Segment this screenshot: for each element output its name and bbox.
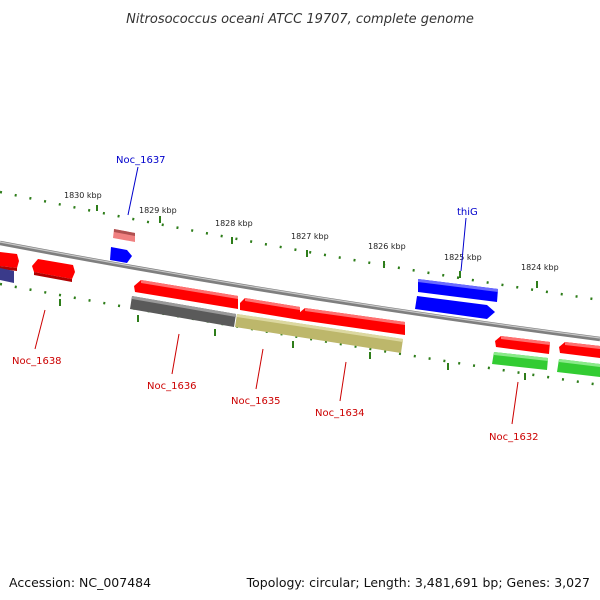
gene-arrow[interactable] bbox=[32, 259, 75, 279]
outer-tick-track bbox=[0, 190, 600, 302]
genome-backbone bbox=[0, 240, 600, 342]
category-bar bbox=[235, 314, 403, 353]
gene-label-noc-1635[interactable]: Noc_1635 bbox=[231, 396, 281, 407]
forward-genes bbox=[0, 229, 600, 358]
gene-highlight bbox=[418, 279, 498, 292]
tick-label: 1829 kbp bbox=[139, 206, 177, 215]
category-highlight bbox=[559, 359, 600, 367]
gene-label-noc-1638[interactable]: Noc_1638 bbox=[12, 356, 62, 367]
gene-highlight bbox=[114, 229, 135, 236]
gene-label-noc-1632[interactable]: Noc_1632 bbox=[489, 432, 539, 443]
leader-lines bbox=[34, 166, 519, 425]
gene-highlight bbox=[305, 308, 405, 325]
category-highlight bbox=[132, 296, 236, 317]
gene-highlight bbox=[501, 336, 550, 345]
gene-label-thig[interactable]: thiG bbox=[457, 207, 478, 218]
leader-line bbox=[339, 361, 347, 402]
leader-line bbox=[171, 333, 180, 375]
gene-arrow[interactable] bbox=[0, 252, 19, 268]
tick-label: 1825 kbp bbox=[444, 253, 482, 262]
gene-arrow[interactable] bbox=[418, 279, 498, 302]
category-bar bbox=[0, 268, 14, 283]
accession-text: Accession: NC_007484 bbox=[9, 575, 152, 590]
category-highlight bbox=[494, 352, 548, 361]
category-track bbox=[0, 268, 600, 377]
inner-major-ticks bbox=[59, 299, 526, 380]
gene-shadow bbox=[34, 272, 72, 282]
gene-arrow[interactable] bbox=[110, 247, 132, 263]
leader-line bbox=[34, 309, 46, 350]
category-highlight bbox=[237, 314, 403, 342]
gene-label-noc-1636[interactable]: Noc_1636 bbox=[147, 381, 197, 392]
gene-highlight bbox=[565, 342, 600, 349]
gene-label-noc-1634[interactable]: Noc_1634 bbox=[315, 408, 365, 419]
leader-line bbox=[255, 348, 264, 390]
tick-label: 1826 kbp bbox=[368, 242, 406, 251]
category-bar bbox=[130, 296, 236, 327]
leader-line bbox=[511, 381, 519, 425]
gene-highlight bbox=[141, 280, 238, 299]
leader-line bbox=[460, 217, 467, 272]
gene-arrow[interactable] bbox=[415, 296, 495, 319]
gene-highlight bbox=[245, 298, 300, 310]
gene-arrow[interactable] bbox=[134, 280, 238, 309]
gene-arrow[interactable] bbox=[240, 298, 300, 320]
outer-major-ticks bbox=[96, 205, 538, 288]
leader-line bbox=[127, 166, 139, 216]
tick-label: 1828 kbp bbox=[215, 219, 253, 228]
topology-text: Topology: circular; Length: 3,481,691 bp… bbox=[246, 575, 590, 590]
gene-label-noc-1637[interactable]: Noc_1637 bbox=[116, 155, 166, 166]
map-title: Nitrosococcus oceani ATCC 19707, complet… bbox=[126, 12, 474, 27]
tick-label: 1824 kbp bbox=[521, 263, 559, 272]
tick-label: 1830 kbp bbox=[64, 191, 102, 200]
gene-shadow bbox=[0, 266, 17, 271]
gene-arrow[interactable] bbox=[299, 308, 405, 335]
tick-label: 1827 kbp bbox=[291, 232, 329, 241]
